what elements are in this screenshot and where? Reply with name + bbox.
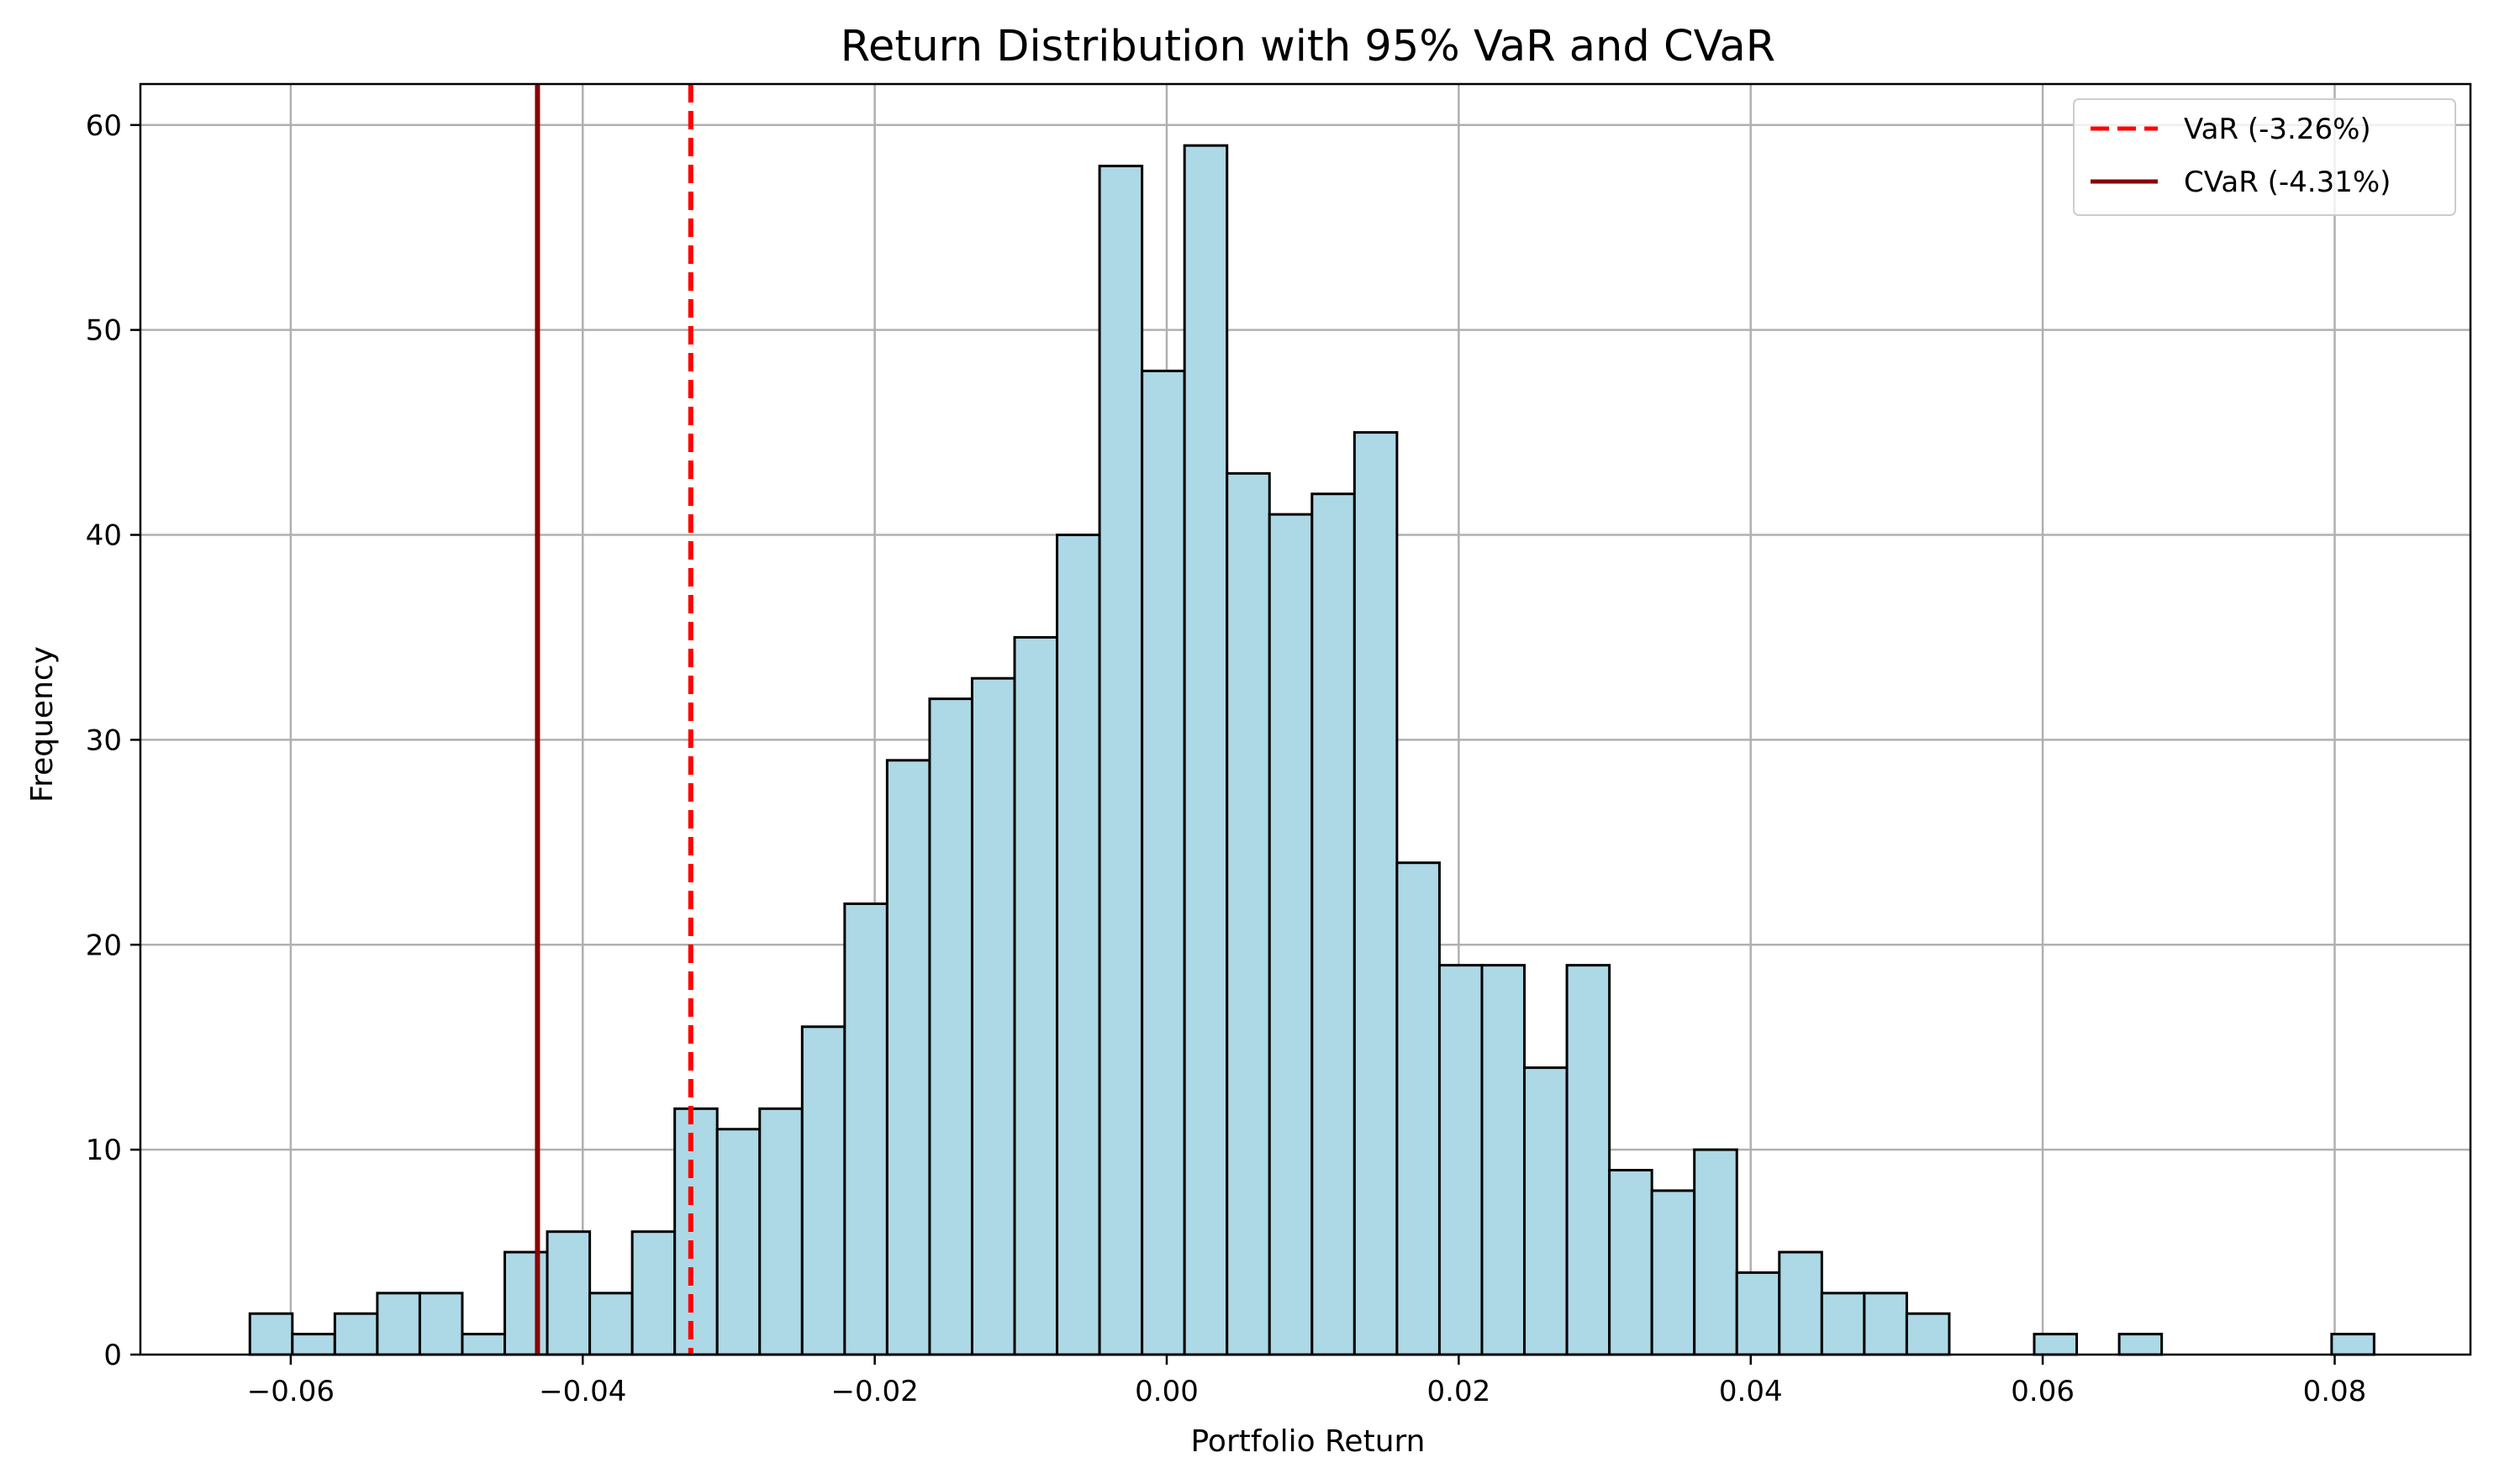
- histogram-bar: [1226, 471, 1271, 1356]
- y-tick-label: 10: [86, 1134, 122, 1167]
- x-axis-ticks: −0.06 −0.04 −0.02 0.00 0.02 0.04 0.06 0.08: [247, 1355, 2367, 1408]
- histogram-bar: [1056, 534, 1101, 1356]
- histogram-bar: [1098, 165, 1144, 1356]
- histogram-bar: [970, 676, 1016, 1356]
- histogram-bar: [461, 1333, 507, 1356]
- histogram-bar: [928, 697, 973, 1356]
- histogram-bar: [1523, 1066, 1569, 1356]
- legend-var-label: VaR (-3.26%): [2184, 113, 2371, 146]
- histogram-bar: [1268, 513, 1314, 1356]
- y-tick-label: 0: [103, 1339, 122, 1372]
- histogram-bar: [715, 1128, 762, 1356]
- x-tick-label: −0.04: [539, 1375, 626, 1408]
- histogram-bar: [376, 1292, 421, 1356]
- x-tick-label: 0.02: [1427, 1375, 1491, 1408]
- histogram-bar: [1437, 964, 1484, 1356]
- histogram-bar: [1650, 1189, 1696, 1356]
- histogram-bar: [1735, 1271, 1781, 1356]
- histogram-bar: [2330, 1333, 2375, 1356]
- histogram-bar: [1693, 1148, 1738, 1356]
- histogram-bar: [504, 1250, 549, 1356]
- histogram-bar: [1310, 492, 1356, 1356]
- histogram-bar: [1565, 964, 1611, 1356]
- y-tick-label: 50: [86, 314, 122, 348]
- histogram-bar: [1820, 1292, 1866, 1356]
- histogram-bar: [1480, 964, 1526, 1356]
- plot-frame: [139, 82, 2472, 1356]
- chart-title: Return Distribution with 95% VaR and CVa…: [841, 22, 1775, 71]
- x-tick-label: 0.04: [1719, 1375, 1783, 1408]
- histogram-bar: [1013, 635, 1059, 1356]
- x-axis-label: Portfolio Return: [1191, 1424, 1426, 1459]
- histogram-bar: [885, 759, 931, 1356]
- legend-box: [2073, 98, 2456, 216]
- histogram-bar: [1905, 1312, 1951, 1356]
- legend: VaR (-3.26%) CVaR (-4.31%): [2073, 98, 2456, 216]
- x-tick-label: 0.06: [2011, 1375, 2075, 1408]
- histogram-bar: [1141, 369, 1186, 1356]
- histogram-bar: [673, 1107, 719, 1356]
- x-tick-label: −0.02: [831, 1375, 919, 1408]
- y-tick-label: 40: [86, 519, 122, 553]
- histogram-bar: [1352, 431, 1399, 1356]
- risk-lines: [535, 84, 693, 1355]
- legend-cvar-label: CVaR (-4.31%): [2184, 166, 2391, 199]
- histogram-bar: [248, 1312, 294, 1356]
- y-axis-label: Frequency: [25, 646, 60, 803]
- x-tick-label: −0.06: [247, 1375, 335, 1408]
- histogram-bar: [1778, 1250, 1823, 1356]
- histogram-bar: [2117, 1333, 2164, 1356]
- histogram-bar: [1183, 144, 1229, 1356]
- histogram-bar: [1863, 1292, 1908, 1356]
- histogram-bar: [588, 1292, 634, 1356]
- histogram-bars: [248, 144, 2375, 1356]
- histogram-bar: [291, 1333, 336, 1356]
- histogram-bar: [758, 1107, 804, 1356]
- histogram-bar: [418, 1292, 464, 1356]
- y-tick-label: 30: [86, 724, 122, 757]
- y-tick-label: 60: [86, 109, 122, 143]
- histogram-bar: [1395, 861, 1441, 1356]
- histogram-bar: [800, 1025, 846, 1356]
- histogram-bar: [546, 1230, 592, 1356]
- x-tick-label: 0.08: [2303, 1375, 2367, 1408]
- x-tick-label: 0.00: [1135, 1375, 1199, 1408]
- y-tick-label: 20: [86, 929, 122, 962]
- histogram-bar: [333, 1312, 379, 1356]
- histogram-bar: [2033, 1333, 2079, 1356]
- histogram-bar: [1608, 1169, 1653, 1356]
- histogram-bar: [630, 1230, 677, 1356]
- y-axis-ticks: 0 10 20 30 40 50 60: [86, 109, 140, 1372]
- histogram-bar: [843, 902, 888, 1356]
